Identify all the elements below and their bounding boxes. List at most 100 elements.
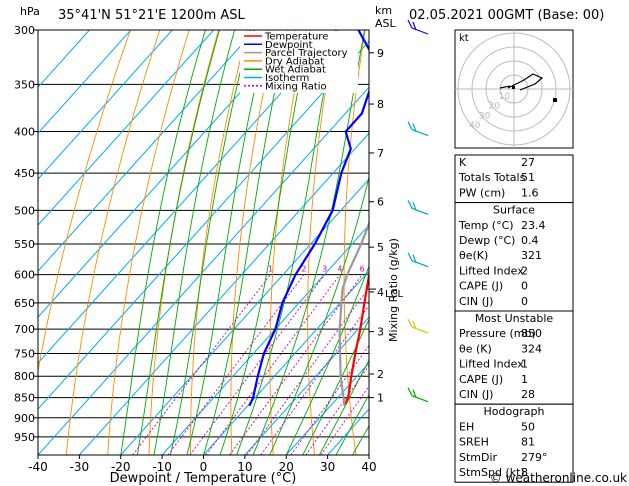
wind-barb-flag <box>407 252 413 261</box>
dry-adiabat-line <box>190 30 249 455</box>
isotherm-line <box>161 224 369 455</box>
surface-label: CAPE (J) <box>459 280 503 293</box>
pressure-tick-label: 850 <box>14 392 35 405</box>
wet-adiabat-line <box>136 30 220 455</box>
surface-label: Temp (°C) <box>458 219 514 232</box>
footer-credit: © weatheronline.co.uk <box>490 471 627 485</box>
km-tick-label: 2 <box>377 368 384 381</box>
wet-adiabat-line <box>302 318 369 455</box>
lcl-label: LCL <box>385 289 404 300</box>
isotherm-line <box>203 270 369 455</box>
mixing-ratio-line <box>189 274 325 455</box>
wind-barb-staff <box>411 128 429 137</box>
most-unstable-label: Lifted Index <box>459 358 524 371</box>
temperature-tick-label: -10 <box>152 460 172 474</box>
mixing-ratio-label: 1 <box>268 265 273 274</box>
mixing-ratio-label: 20 <box>429 265 439 274</box>
mixing-ratio-line <box>246 286 369 455</box>
hodograph-trace <box>507 73 544 91</box>
mixing-ratio-line <box>229 274 363 455</box>
km-tick-label: 6 <box>377 196 384 209</box>
most-unstable-label: CAPE (J) <box>459 373 503 386</box>
surface-label: θe(K) <box>459 249 488 262</box>
wind-barb-flag <box>412 123 417 132</box>
surface-value: 321 <box>521 249 542 262</box>
asl-label: ASL <box>375 17 397 30</box>
pressure-tick-label: 900 <box>14 412 35 425</box>
wet-adiabat-line <box>120 30 206 455</box>
wind-barb-staff <box>411 395 429 403</box>
hodograph-trace-low <box>499 85 511 89</box>
axis-layer: 3003504004505005506006507007508008509009… <box>14 24 384 474</box>
wet-adiabat-line <box>236 30 336 455</box>
hodograph-ring-label: 40 <box>469 121 481 131</box>
hpa-label: hPa <box>20 5 40 18</box>
km-tick-label: 4 <box>377 286 384 299</box>
wind-barb-staff <box>411 326 429 334</box>
wind-barb-flag <box>407 387 413 396</box>
isotherm-line <box>38 30 339 364</box>
mixing-ratio-line <box>305 364 369 455</box>
isotherm-line <box>38 30 132 134</box>
pressure-tick-label: 450 <box>14 167 35 180</box>
dry-adiabat-line <box>571 30 629 455</box>
surface-box <box>454 202 574 312</box>
isotherm-line <box>244 316 369 455</box>
wind-barb-flag <box>407 19 413 29</box>
profile-parcel-trajectory <box>338 220 369 406</box>
index-value: 51 <box>521 171 535 184</box>
grid-layer: 1 2 3 4 6 8 10 16 20 25 <box>38 30 629 455</box>
legend-label: Wet Adiabat <box>265 65 326 76</box>
legend-label: Temperature <box>264 32 328 43</box>
legend-label: Parcel Trajectory <box>265 48 348 59</box>
surface-title: Surface <box>493 204 535 217</box>
wind-barb-flag <box>412 320 417 330</box>
isotherm-line <box>38 30 256 272</box>
mixing-ratio-axis-title: Mixing Ratio (g/kg) <box>387 238 400 342</box>
km-tick-label: 3 <box>377 326 384 339</box>
mixing-ratio-label: 4 <box>337 265 342 274</box>
wind-barb-flag <box>407 318 413 328</box>
hodograph-origin-marker <box>512 86 515 89</box>
pressure-tick-label: 300 <box>14 24 35 37</box>
wind-barb-flag <box>412 389 417 398</box>
hodograph-table-label: EH <box>459 420 474 433</box>
wet-adiabat-line <box>203 30 289 455</box>
isotherm-line <box>38 40 369 410</box>
temperature-tick-label: 0 <box>200 460 208 474</box>
wind-barb-staff <box>411 260 429 268</box>
km-label: km <box>375 4 392 17</box>
wet-adiabat-line <box>169 30 252 455</box>
profile-dewpoint <box>248 30 369 407</box>
dry-adiabat-line <box>269 30 307 455</box>
most-unstable-label: CIN (J) <box>459 388 493 401</box>
dry-adiabat-line <box>600 30 629 455</box>
hodograph-ring-label: 30 <box>479 111 491 121</box>
wet-adiabat-line <box>335 393 369 455</box>
surface-value: 0.4 <box>521 234 539 247</box>
wet-adiabat-line <box>186 30 269 455</box>
surface-label: Lifted Index <box>459 264 524 277</box>
mixing-ratio-label: 8 <box>376 265 381 274</box>
surface-label: Dewp (°C) <box>459 234 515 247</box>
wind-barb <box>407 200 429 215</box>
index-value: 27 <box>521 156 535 169</box>
hodograph-table-value: 8 <box>521 466 528 479</box>
most-unstable-box <box>454 310 574 405</box>
hodograph-table-title: Hodograph <box>484 405 545 418</box>
wind-barb-staff <box>411 27 429 35</box>
index-label: K <box>459 156 467 169</box>
hodograph-table-value: 50 <box>521 420 535 433</box>
km-tick-label: 5 <box>377 241 384 254</box>
wind-barb <box>407 19 429 35</box>
hodograph-table-value: 81 <box>521 436 535 449</box>
mixing-ratio-label: 3 <box>322 265 327 274</box>
pressure-tick-label: 600 <box>14 269 35 282</box>
hodograph-ring-label: 10 <box>498 92 510 102</box>
surface-label: CIN (J) <box>459 295 493 308</box>
km-tick-label: 8 <box>377 98 384 111</box>
isotherm-line <box>38 86 369 455</box>
most-unstable-value: 1 <box>521 373 528 386</box>
